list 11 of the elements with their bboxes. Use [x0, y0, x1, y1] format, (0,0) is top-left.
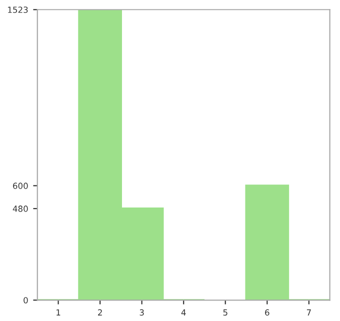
y-tick-label: 600	[13, 182, 28, 189]
x-tick-label: 4	[181, 309, 186, 316]
y-tick-label: 1523	[8, 6, 28, 13]
x-tick-label: 7	[306, 309, 311, 316]
x-tick-label: 5	[223, 309, 228, 316]
x-tick-label: 6	[265, 309, 270, 316]
x-tick-label: 2	[98, 309, 102, 316]
y-tick-label: 0	[24, 297, 28, 304]
y-tick-label: 480	[12, 206, 28, 212]
x-tick-label: 3	[140, 309, 144, 316]
x-tick-label: 1	[56, 309, 60, 316]
